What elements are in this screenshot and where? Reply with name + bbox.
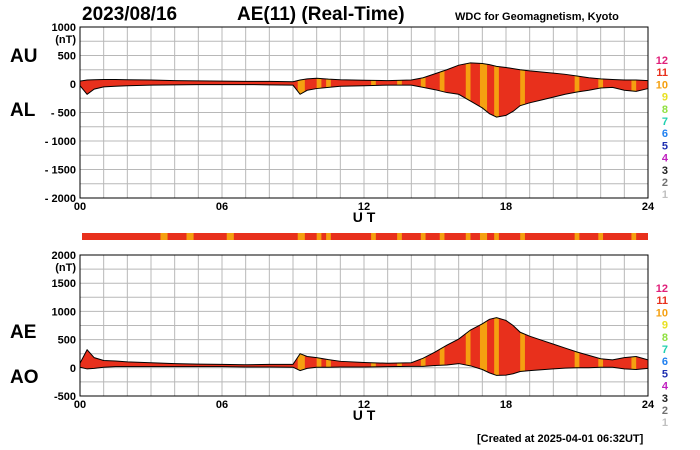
station-scale-label: 9: [662, 92, 668, 104]
x-tick-label: 00: [74, 201, 86, 213]
series-line-ae: [79, 317, 649, 366]
au-al-alt-band: [465, 62, 471, 118]
station-bar-segment: [186, 233, 194, 240]
station-scale-label: 3: [662, 165, 668, 177]
au-al-alt-band: [297, 62, 305, 118]
ae-ao-alt-band: [494, 317, 499, 376]
x-tick-label: 24: [642, 399, 655, 411]
y-tick-label: 0: [70, 363, 76, 375]
station-scale-label: 11: [656, 295, 668, 307]
header-source: WDC for Geomagnetism, Kyoto: [455, 11, 619, 23]
station-scale-label: 7: [662, 344, 668, 356]
y-tick-label: 1000: [52, 22, 76, 34]
station-scale-label: 8: [662, 104, 668, 116]
y-tick-label: - 1500: [45, 165, 76, 177]
au-al-alt-band: [494, 62, 499, 118]
x-tick-label: 00: [74, 399, 86, 411]
station-bar-segment: [326, 233, 331, 240]
station-bar-segment: [574, 233, 580, 240]
station-scale-label: 10: [656, 79, 668, 91]
station-bar-segment: [439, 233, 445, 240]
header-date: 2023/08/16: [82, 4, 178, 25]
ae-ao-alt-band: [465, 317, 471, 376]
station-scale-label: 4: [662, 153, 669, 165]
x-tick-label: 24: [642, 201, 655, 213]
y-tick-label: -500: [54, 391, 76, 403]
station-scale-label: 8: [662, 332, 668, 344]
station-scale-label: 11: [656, 67, 668, 79]
station-scale-label: 7: [662, 116, 668, 128]
station-scale-label: 3: [662, 393, 668, 405]
station-bar-segment: [494, 233, 499, 240]
station-bar-segment: [226, 233, 234, 240]
station-scale-label: 12: [656, 55, 668, 67]
station-scale-label: 2: [662, 405, 668, 417]
station-bar-segment: [297, 233, 305, 240]
panel-label-lower: AL: [10, 100, 36, 121]
ae-ao-alt-band: [520, 317, 525, 376]
y-unit-label: (nT): [55, 262, 76, 274]
au-al-alt-band: [479, 62, 488, 118]
station-bar: [82, 233, 648, 240]
x-tick-label: 18: [500, 399, 512, 411]
y-tick-label: - 1000: [45, 136, 76, 148]
station-bar-segment: [397, 233, 402, 240]
station-scale-label: 9: [662, 320, 668, 332]
x-axis-label: U T: [353, 407, 376, 423]
ae-ao-alt-band: [479, 317, 488, 376]
station-scale-label: 1: [662, 417, 668, 429]
station-scale-label: 4: [662, 381, 669, 393]
y-tick-label: 1500: [52, 278, 76, 290]
station-scale-label: 5: [662, 368, 668, 380]
panel-label-lower: AO: [10, 367, 39, 388]
y-tick-label: - 2000: [45, 193, 76, 205]
plot-frame: [79, 26, 649, 199]
station-bar-segment: [371, 233, 376, 240]
panel-label-upper: AE: [10, 322, 36, 343]
station-bar-segment: [465, 233, 471, 240]
station-bar-segment: [479, 233, 488, 240]
plot-frame: [79, 254, 649, 397]
station-scale-label: 6: [662, 128, 668, 140]
au-al-alt-band: [631, 62, 637, 118]
y-tick-label: - 500: [51, 108, 76, 120]
header-title: AE(11) (Real-Time): [237, 4, 405, 25]
au-al-alt-band: [439, 62, 445, 118]
au-al-alt-band: [520, 62, 525, 118]
series-line-ao: [79, 363, 649, 376]
x-tick-label: 12: [358, 399, 370, 411]
station-bar-segment: [160, 233, 168, 240]
station-bar-segment: [520, 233, 525, 240]
panel-label-upper: AU: [10, 46, 37, 67]
x-tick-label: 06: [216, 399, 228, 411]
station-bar-segment: [420, 233, 426, 240]
y-tick-label: 500: [58, 335, 76, 347]
created-timestamp: [Created at 2025-04-01 06:32UT]: [477, 433, 644, 445]
series-line-au: [79, 62, 649, 83]
station-scale-label: 2: [662, 177, 668, 189]
x-tick-label: 12: [358, 201, 370, 213]
station-scale-label: 10: [656, 307, 668, 319]
station-scale-label: 12: [656, 283, 668, 295]
au-al-alt-band: [574, 62, 580, 118]
y-tick-label: 2000: [52, 250, 76, 262]
x-axis-label: U T: [353, 209, 376, 225]
ae-ao-fill: [80, 317, 648, 376]
x-tick-label: 06: [216, 201, 228, 213]
au-al-fill: [80, 62, 648, 118]
station-scale-label: 6: [662, 356, 668, 368]
y-unit-label: (nT): [55, 34, 76, 46]
station-bar-segment: [631, 233, 637, 240]
y-tick-label: 500: [58, 51, 76, 63]
series-line-al: [79, 84, 649, 118]
y-tick-label: 1000: [52, 306, 76, 318]
x-tick-label: 18: [500, 201, 512, 213]
station-bar-segment: [598, 233, 604, 240]
station-scale-label: 1: [662, 189, 668, 201]
y-tick-label: 0: [70, 79, 76, 91]
station-scale-label: 5: [662, 140, 668, 152]
station-bar-segment: [316, 233, 322, 240]
